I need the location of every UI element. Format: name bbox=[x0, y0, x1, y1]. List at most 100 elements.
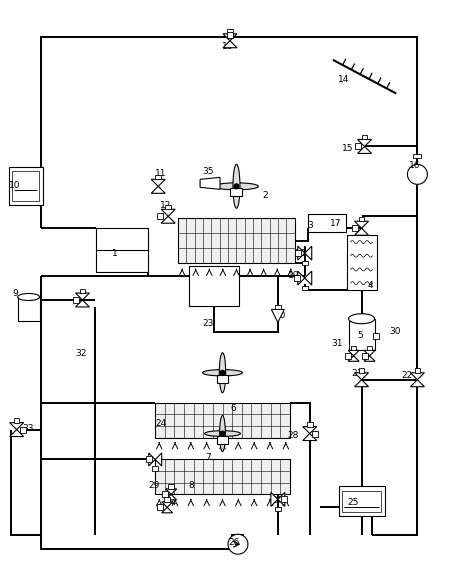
Circle shape bbox=[228, 534, 248, 554]
Circle shape bbox=[220, 431, 225, 436]
Text: 6: 6 bbox=[230, 403, 236, 413]
Bar bbox=[230, 188, 243, 196]
Text: 3: 3 bbox=[308, 221, 314, 230]
Polygon shape bbox=[155, 453, 162, 466]
Polygon shape bbox=[348, 350, 359, 356]
Bar bbox=[157, 213, 163, 219]
Polygon shape bbox=[358, 146, 372, 153]
Bar bbox=[157, 505, 163, 510]
Polygon shape bbox=[355, 221, 369, 228]
Bar bbox=[351, 225, 358, 231]
Bar bbox=[189, 266, 239, 306]
Polygon shape bbox=[410, 373, 424, 380]
Bar bbox=[281, 496, 287, 502]
Bar bbox=[96, 228, 148, 272]
Bar bbox=[362, 353, 368, 359]
Bar bbox=[359, 368, 365, 373]
Polygon shape bbox=[355, 380, 369, 387]
Polygon shape bbox=[348, 356, 359, 361]
Ellipse shape bbox=[215, 183, 258, 190]
Text: 26: 26 bbox=[228, 538, 239, 547]
Text: 30: 30 bbox=[390, 327, 401, 336]
Text: 34: 34 bbox=[165, 499, 176, 507]
Text: 17: 17 bbox=[330, 219, 341, 228]
Text: 9: 9 bbox=[13, 289, 18, 298]
Ellipse shape bbox=[349, 314, 374, 324]
Bar bbox=[355, 143, 360, 149]
Bar bbox=[308, 214, 346, 232]
Polygon shape bbox=[200, 178, 220, 189]
Polygon shape bbox=[162, 507, 173, 513]
Bar bbox=[275, 507, 281, 512]
Polygon shape bbox=[303, 426, 317, 433]
Bar bbox=[216, 375, 229, 383]
Text: 28: 28 bbox=[288, 430, 299, 440]
Bar bbox=[153, 466, 158, 471]
Bar bbox=[414, 155, 421, 158]
Text: 7: 7 bbox=[205, 453, 211, 463]
Text: 23: 23 bbox=[202, 319, 213, 328]
Bar bbox=[351, 346, 356, 350]
Polygon shape bbox=[355, 373, 369, 380]
Polygon shape bbox=[162, 502, 173, 507]
Text: 15: 15 bbox=[342, 145, 353, 153]
Text: 2: 2 bbox=[262, 191, 267, 201]
Bar bbox=[302, 286, 307, 290]
Ellipse shape bbox=[205, 430, 240, 436]
Bar bbox=[80, 289, 85, 293]
Bar bbox=[14, 418, 19, 423]
Polygon shape bbox=[151, 186, 165, 193]
Polygon shape bbox=[298, 271, 305, 285]
Bar bbox=[414, 368, 420, 373]
Bar bbox=[362, 135, 367, 139]
Bar bbox=[227, 29, 233, 34]
Text: 1: 1 bbox=[112, 249, 118, 258]
Bar bbox=[302, 260, 307, 265]
Text: 29: 29 bbox=[148, 482, 160, 490]
Bar bbox=[18, 297, 40, 321]
Bar bbox=[339, 486, 384, 516]
Text: 13: 13 bbox=[222, 42, 234, 51]
Ellipse shape bbox=[18, 293, 40, 300]
Polygon shape bbox=[166, 495, 177, 500]
Polygon shape bbox=[9, 423, 23, 430]
Polygon shape bbox=[278, 492, 285, 506]
Circle shape bbox=[234, 184, 239, 189]
Bar bbox=[295, 250, 301, 256]
Text: 35: 35 bbox=[202, 168, 214, 176]
Bar bbox=[227, 32, 233, 38]
Text: 33: 33 bbox=[22, 423, 34, 433]
Polygon shape bbox=[364, 356, 375, 361]
Bar bbox=[73, 297, 80, 303]
Polygon shape bbox=[271, 309, 284, 322]
Polygon shape bbox=[364, 350, 375, 356]
Text: 18: 18 bbox=[295, 249, 306, 258]
Ellipse shape bbox=[219, 353, 226, 393]
Text: 21: 21 bbox=[351, 369, 363, 377]
Text: 32: 32 bbox=[76, 349, 87, 358]
Bar bbox=[359, 217, 365, 221]
Text: 20: 20 bbox=[275, 311, 286, 320]
Polygon shape bbox=[305, 271, 312, 285]
Bar bbox=[168, 485, 174, 489]
Text: 8: 8 bbox=[188, 482, 194, 490]
Bar bbox=[342, 491, 381, 512]
Polygon shape bbox=[223, 41, 237, 48]
Bar bbox=[312, 430, 318, 436]
Polygon shape bbox=[151, 179, 165, 186]
Polygon shape bbox=[76, 300, 90, 307]
Bar bbox=[178, 218, 295, 263]
Polygon shape bbox=[410, 380, 424, 387]
Text: 19: 19 bbox=[288, 271, 299, 280]
Circle shape bbox=[407, 165, 427, 185]
Polygon shape bbox=[223, 34, 237, 41]
Polygon shape bbox=[298, 246, 305, 260]
Text: 4: 4 bbox=[368, 281, 373, 290]
Bar bbox=[162, 492, 168, 497]
Text: 11: 11 bbox=[155, 169, 166, 178]
Polygon shape bbox=[9, 430, 23, 436]
Text: 22: 22 bbox=[401, 371, 413, 380]
Bar bbox=[12, 171, 39, 201]
Polygon shape bbox=[166, 489, 177, 495]
Text: 12: 12 bbox=[160, 201, 171, 211]
